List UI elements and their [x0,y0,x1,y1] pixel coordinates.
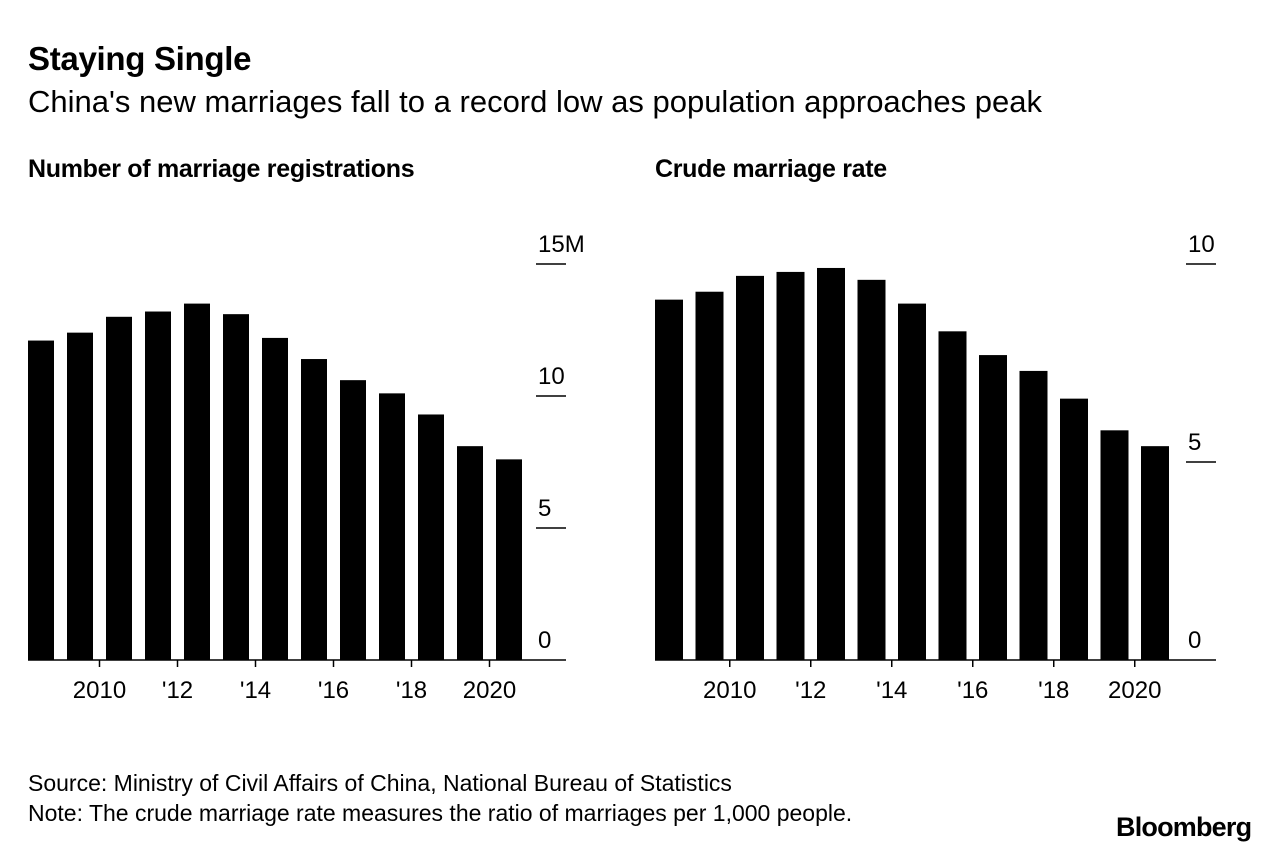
bar-2014 [223,314,249,660]
y-tick-label: 0 [1188,627,1201,654]
marriage-registrations-chart: 0 5 10 15M 2010 '12 '14 '16 '18 2020 [28,231,585,704]
bar-2013 [817,267,845,660]
bar-2009 [655,299,683,660]
x-tick-label: '18 [396,677,427,704]
x-tick-label: 2010 [73,677,126,704]
bar-2017 [979,355,1007,660]
right-chart-title: Crude marriage rate [655,155,887,183]
bar-2017 [340,380,366,660]
bar-2016 [938,331,967,660]
x-tick-label: '12 [162,677,193,704]
bar-2021 [1141,446,1169,660]
bloomberg-logo: Bloomberg [1116,812,1252,842]
bar-2013 [184,303,210,660]
footnote: Note: The crude marriage rate measures t… [28,800,853,826]
bar-2012 [145,311,171,660]
bar-2011 [736,275,764,660]
x-tick-label: '14 [876,677,907,704]
y-tick-label: 10 [538,363,565,390]
bar-2018 [379,393,405,660]
bar-2020 [457,446,483,660]
bar-2011 [106,316,132,660]
bar-2019 [418,414,444,660]
bar-2015 [262,337,288,660]
y-tick-label: 10 [1188,231,1215,258]
x-tick-label: 2020 [463,677,516,704]
chart-title: Staying Single [28,40,252,77]
bar-2020 [1100,430,1129,660]
bar-2021 [496,459,522,660]
source-note: Source: Ministry of Civil Affairs of Chi… [28,770,732,796]
chart-subtitle: China's new marriages fall to a record l… [28,84,1042,119]
x-tick-label: 2010 [703,677,756,704]
crude-marriage-rate-chart: 0 5 10 2010 '12 '14 '16 '18 2020 [655,231,1216,704]
y-tick-label: 5 [538,495,551,522]
bar-2016 [301,359,327,660]
bar-2014 [857,279,886,660]
y-tick-label: 15M [538,231,585,258]
x-tick-label: '14 [240,677,271,704]
bar-2010 [695,291,724,660]
bar-2010 [67,332,93,660]
y-tick-label: 0 [538,627,551,654]
x-tick-label: '18 [1038,677,1069,704]
left-chart-title: Number of marriage registrations [28,155,415,183]
bar-2015 [898,303,926,660]
x-tick-label: 2020 [1108,677,1161,704]
y-tick-label: 5 [1188,429,1201,456]
bar-2019 [1060,398,1088,660]
bar-2009 [28,340,54,660]
x-tick-label: '12 [795,677,826,704]
bar-2012 [776,271,805,660]
x-tick-label: '16 [318,677,349,704]
x-tick-label: '16 [957,677,988,704]
bar-2018 [1019,370,1048,660]
